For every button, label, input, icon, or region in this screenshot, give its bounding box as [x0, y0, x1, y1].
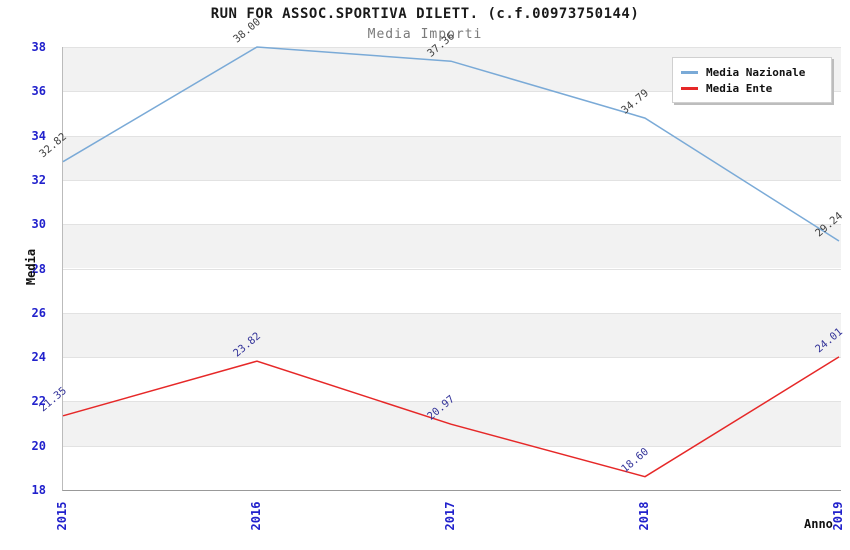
- chart-title: RUN FOR ASSOC.SPORTIVA DILETT. (c.f.0097…: [210, 6, 640, 22]
- y-tick-label: 20: [31, 439, 46, 453]
- legend-line-swatch-nazionale: [681, 70, 698, 74]
- legend-label-nazionale: Media Nazionale: [706, 65, 806, 79]
- legend-line-swatch-ente: [681, 86, 698, 90]
- y-tick-label: 24: [31, 350, 46, 364]
- grid-band: [63, 224, 841, 269]
- legend: Media Nazionale Media Ente: [672, 57, 832, 103]
- data-point-label: 24.01: [813, 326, 845, 356]
- x-axis-title: Anno: [804, 517, 833, 531]
- legend-item-nazionale: Media Nazionale: [681, 64, 823, 80]
- grid-band: [63, 401, 841, 446]
- data-point-label: 20.97: [425, 393, 457, 423]
- y-axis-title: Media: [24, 248, 38, 286]
- y-tick-label: 34: [31, 129, 46, 143]
- legend-item-ente: Media Ente: [681, 80, 823, 96]
- grid-band: [63, 135, 841, 180]
- series-line-1: [62, 356, 840, 478]
- data-point-label: 18.60: [619, 446, 651, 476]
- y-tick-label: 36: [31, 84, 46, 98]
- legend-label-ente: Media Ente: [706, 81, 773, 95]
- y-tick-label: 28: [31, 262, 46, 276]
- plot-area: 32.82 38.00 37.36 34.79 29.24 21.35 23.82 20.97…: [37, 16, 845, 491]
- x-tick-label: 2017: [443, 501, 457, 531]
- x-tick-label: 2018: [637, 501, 651, 531]
- data-point-label: 34.79: [619, 87, 651, 117]
- y-tick-label: 32: [31, 173, 46, 187]
- grid-band: [63, 312, 841, 358]
- y-tick-label: 26: [31, 306, 46, 320]
- data-point-label: 23.82: [231, 330, 263, 360]
- y-tick-label: 18: [31, 483, 46, 497]
- x-tick-label: 2019: [831, 501, 845, 531]
- x-tick-label: 2016: [249, 501, 263, 531]
- y-tick-label: 22: [31, 394, 46, 408]
- grid-band: [63, 268, 841, 313]
- y-tick-label: 38: [31, 40, 46, 54]
- series-line-0: [62, 46, 840, 242]
- grid-band: [63, 179, 841, 225]
- grid-band: [63, 445, 841, 490]
- y-tick-label: 30: [31, 217, 46, 231]
- chart-subtitle: Media Importi: [367, 27, 483, 42]
- x-tick-label: 2015: [55, 501, 69, 531]
